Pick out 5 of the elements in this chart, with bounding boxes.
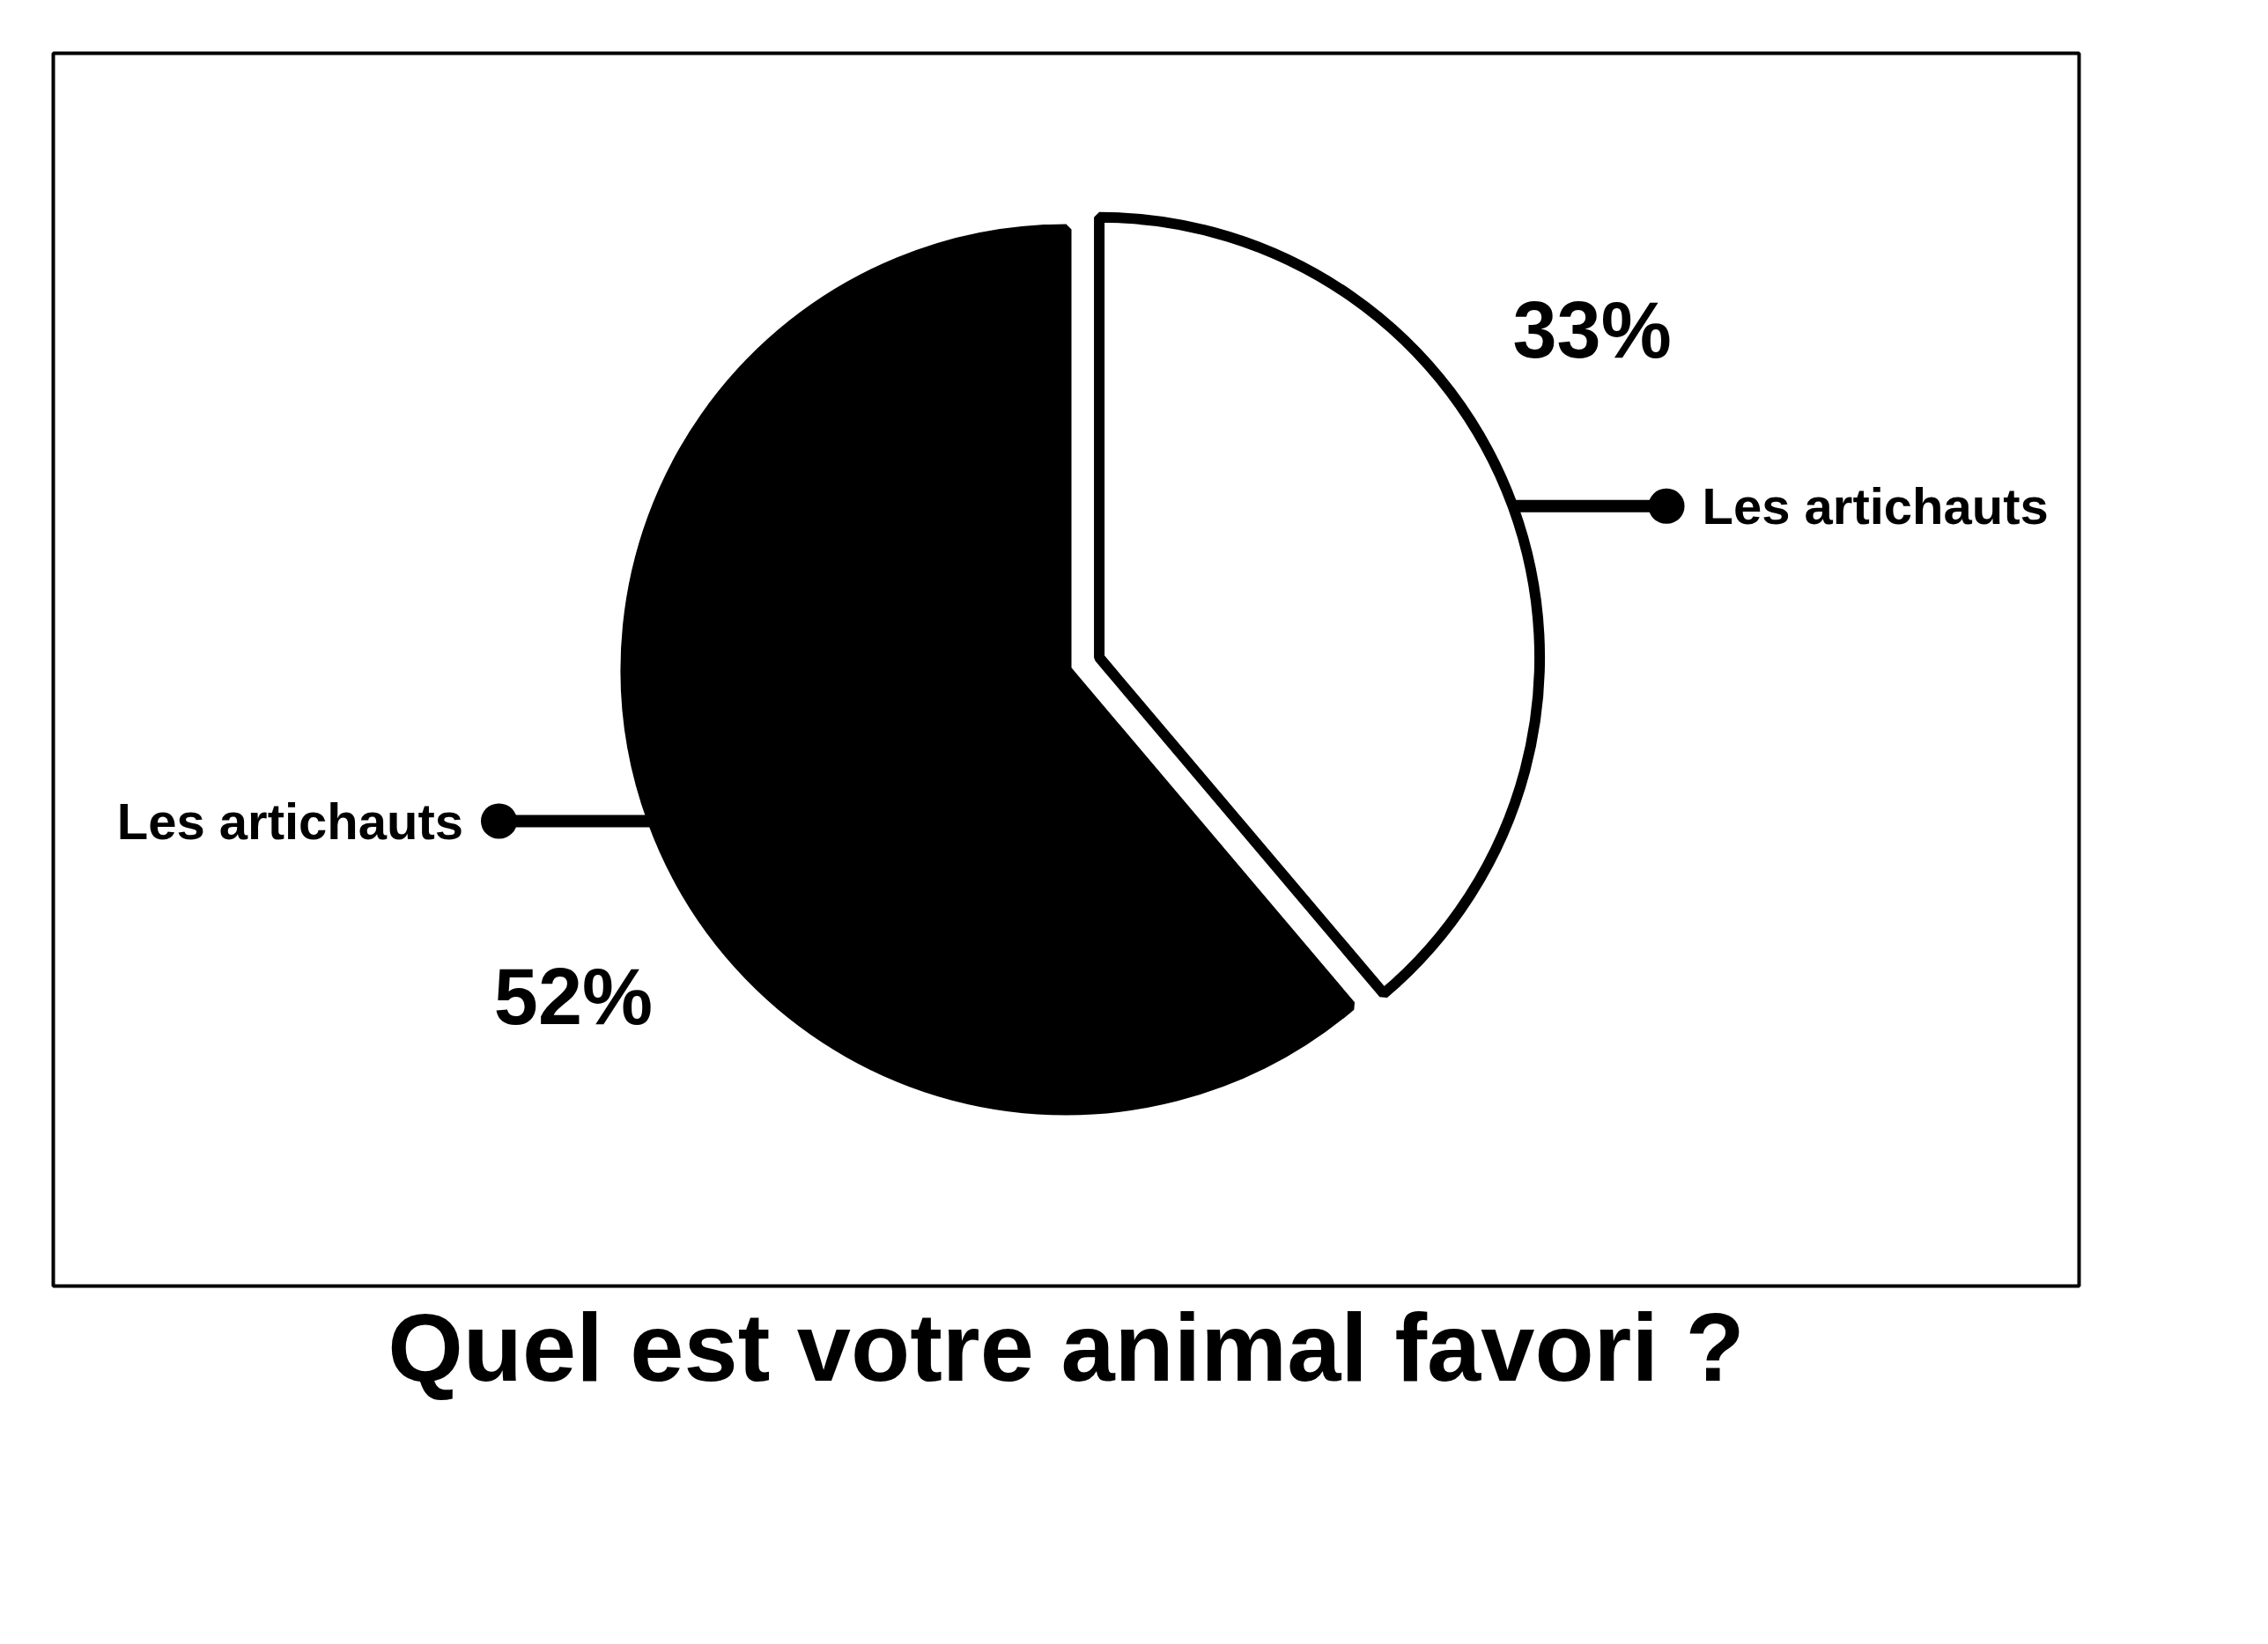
text: Quel est votre animal favori ? [388,1292,1745,1401]
legend-label: Les artichauts [1702,477,2049,535]
data-label: 52% [493,953,654,1042]
data-label: 33% [1512,285,1672,374]
slice-label: Les artichauts [116,792,464,850]
